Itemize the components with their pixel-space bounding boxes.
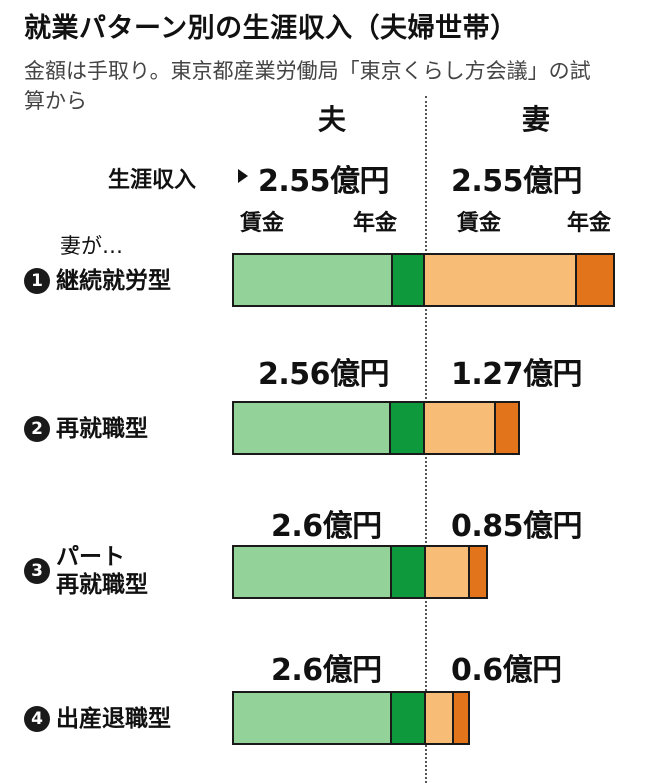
stacked-bar-4 [232, 691, 470, 745]
total-husband-1: 2.55億円 [258, 164, 390, 199]
bar-wife-pension-4 [452, 693, 468, 743]
row-name-4: 出産退職型 [56, 705, 171, 732]
chart-title: 就業パターン別の生涯収入（夫婦世帯） [24, 13, 518, 44]
bar-husband-wage-1 [234, 255, 391, 305]
stacked-bar-2 [232, 401, 520, 455]
row-name-1: 継続就労型 [56, 267, 171, 294]
chart-subtitle: 金額は手取り。東京都産業労働局「東京くらし方会議」の試算から [24, 59, 591, 113]
total-wife-2: 1.27億円 [451, 357, 583, 392]
bar-husband-pension-3 [389, 547, 424, 597]
bar-husband-wage-4 [234, 693, 390, 743]
bar-wife-pension-2 [494, 403, 518, 453]
pension-label-husband: 年金 [353, 211, 398, 236]
bar-husband-wage-3 [234, 547, 390, 597]
row-label-4: 4 出産退職型 [24, 704, 171, 733]
wage-label-husband: 賃金 [240, 211, 285, 236]
row-label-1: 1 継続就労型 [24, 266, 171, 295]
wife-prefix-label: 妻が… [60, 234, 123, 258]
number-badge-1: 1 [24, 267, 50, 294]
total-husband-3: 2.6億円 [271, 509, 382, 544]
total-husband-4: 2.6億円 [271, 653, 382, 688]
stacked-bar-3 [232, 545, 489, 599]
pension-label-wife: 年金 [567, 211, 612, 236]
bar-wife-wage-3 [423, 547, 468, 597]
row-label-3: 3 パート 再就職型 [24, 543, 148, 599]
row-name-2: 再就職型 [56, 415, 148, 442]
number-badge-3: 3 [24, 558, 50, 584]
number-badge-4: 4 [24, 705, 50, 732]
stacked-bar-1 [232, 253, 615, 307]
bar-wife-pension-3 [467, 547, 487, 597]
bar-husband-pension-4 [389, 693, 424, 743]
row-name-3: パート 再就職型 [56, 544, 148, 598]
column-header-husband: 夫 [317, 103, 346, 136]
bar-wife-wage-2 [423, 403, 495, 453]
column-header-wife: 妻 [521, 103, 550, 136]
bar-wife-wage-4 [423, 693, 453, 743]
bar-wife-pension-1 [575, 255, 613, 305]
total-wife-1: 2.55億円 [451, 164, 583, 199]
lifetime-income-label: 生涯収入 [108, 168, 197, 193]
row-label-2: 2 再就職型 [24, 414, 148, 443]
bar-husband-pension-2 [389, 403, 424, 453]
bar-husband-wage-2 [234, 403, 390, 453]
total-husband-2: 2.56億円 [258, 357, 390, 392]
wage-label-wife: 賃金 [457, 211, 502, 236]
bar-wife-wage-1 [423, 255, 576, 305]
total-wife-4: 0.6億円 [451, 653, 562, 688]
number-badge-2: 2 [24, 415, 50, 442]
total-wife-3: 0.85億円 [451, 509, 583, 544]
bar-husband-pension-1 [390, 255, 424, 305]
arrow-right-icon [238, 169, 248, 183]
